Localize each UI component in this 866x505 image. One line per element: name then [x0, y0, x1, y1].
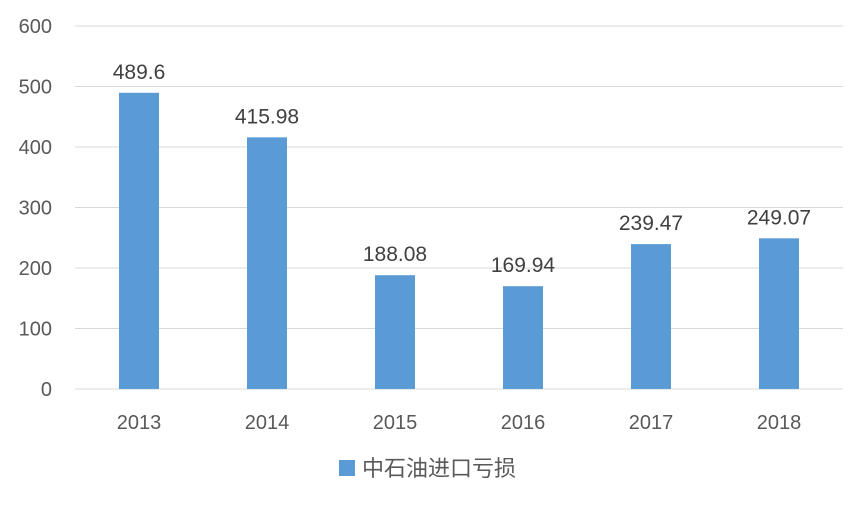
- y-tick-label: 100: [19, 319, 52, 341]
- bar: [119, 92, 159, 390]
- data-label: 169.94: [491, 254, 556, 277]
- data-label: 415.98: [235, 105, 299, 128]
- x-axis: 2013 2014 2015 2016 2017 2018: [117, 412, 802, 434]
- x-tick-label: 2015: [373, 412, 418, 434]
- data-label: 188.08: [363, 243, 427, 266]
- x-tick-label: 2016: [501, 412, 546, 434]
- bar: [375, 275, 415, 389]
- x-tick-label: 2014: [245, 412, 290, 434]
- y-tick-label: 600: [19, 16, 52, 38]
- x-tick-label: 2013: [117, 412, 162, 434]
- bars: [119, 92, 799, 390]
- bar: [503, 286, 543, 389]
- data-labels: 489.6 415.98 188.08 169.94 239.47 249.07: [113, 61, 811, 277]
- legend-swatch: [339, 460, 355, 476]
- bar: [759, 238, 799, 389]
- y-tick-label: 0: [41, 379, 52, 401]
- y-tick-label: 400: [19, 137, 52, 159]
- x-tick-label: 2017: [629, 412, 674, 434]
- data-label: 239.47: [619, 212, 683, 235]
- legend: 中石油进口亏损: [339, 457, 516, 482]
- y-tick-label: 200: [19, 258, 52, 280]
- data-label: 489.6: [113, 61, 166, 84]
- y-tick-label: 500: [19, 77, 52, 99]
- y-axis: 0 100 200 300 400 500 600: [19, 16, 52, 401]
- bar: [247, 137, 287, 389]
- legend-label: 中石油进口亏损: [362, 457, 516, 482]
- y-tick-label: 300: [19, 198, 52, 220]
- bar: [631, 244, 671, 389]
- gridlines: [75, 25, 843, 390]
- data-label: 249.07: [747, 206, 811, 229]
- x-tick-label: 2018: [757, 412, 802, 434]
